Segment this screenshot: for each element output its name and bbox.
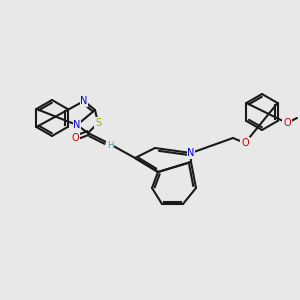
Text: O: O (241, 138, 249, 148)
Text: N: N (187, 148, 195, 158)
Text: S: S (95, 118, 101, 128)
Text: O: O (71, 133, 79, 143)
Text: N: N (73, 120, 81, 130)
Text: O: O (283, 118, 291, 128)
Text: N: N (80, 96, 88, 106)
Text: H: H (107, 142, 113, 151)
